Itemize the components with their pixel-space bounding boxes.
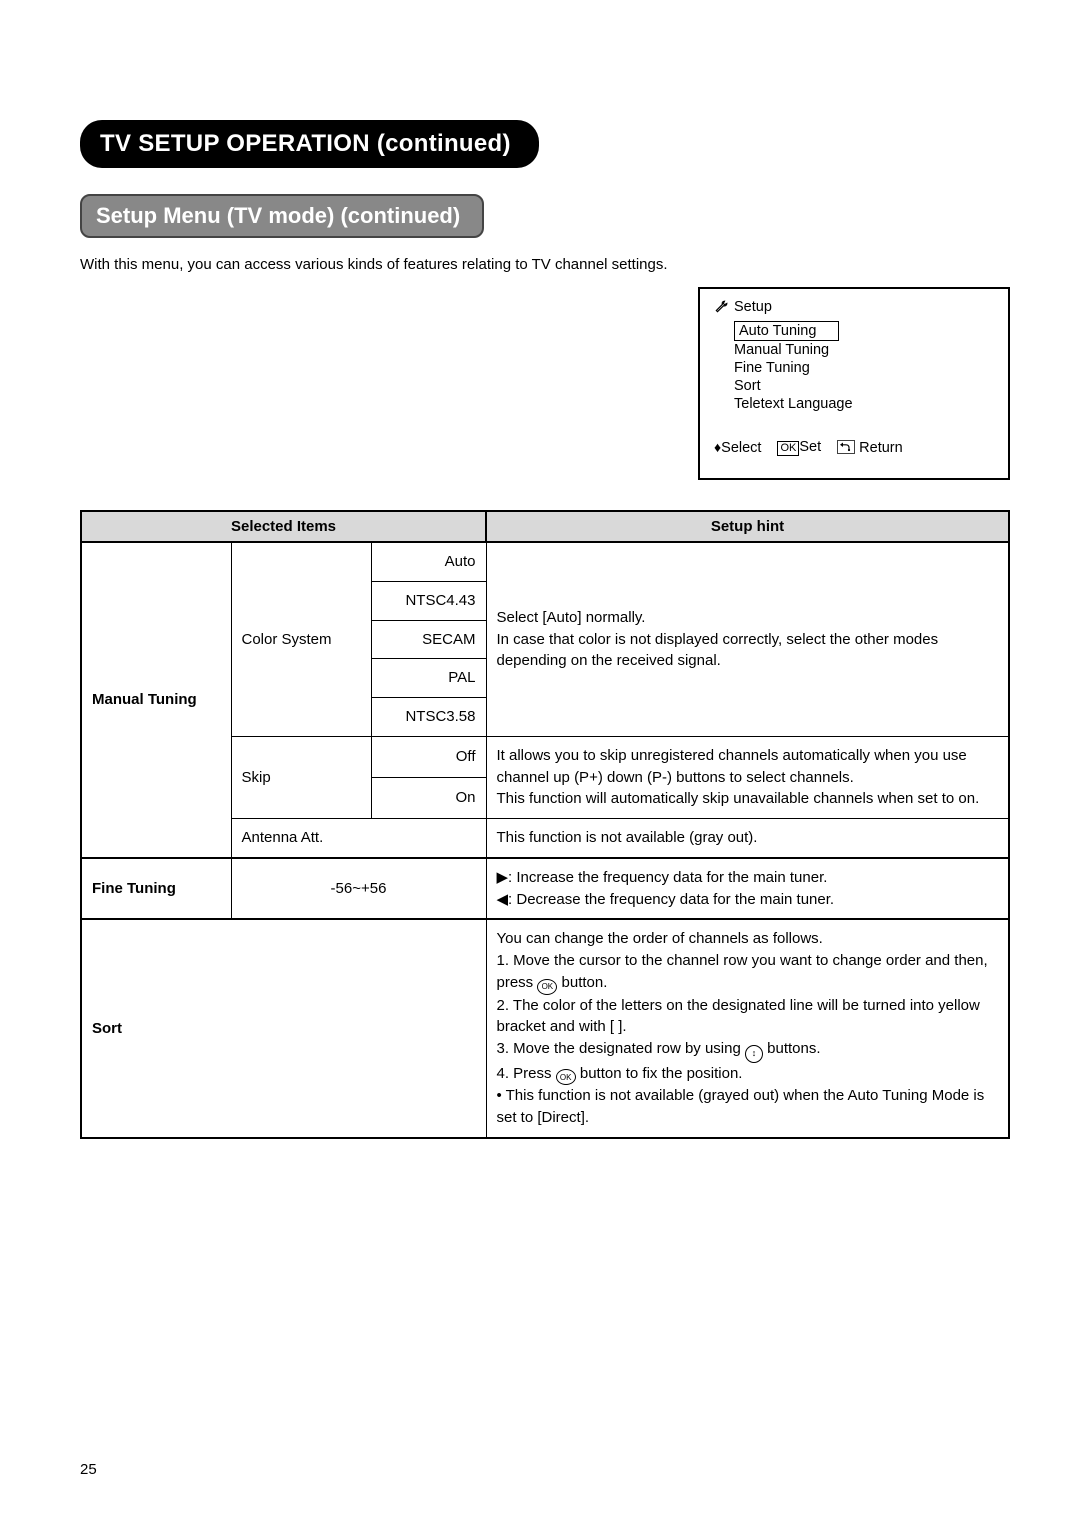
ok-box-icon: OK	[777, 441, 799, 455]
osd-return-label: Return	[859, 440, 903, 456]
cell-cs-ntsc358: NTSC3.58	[371, 698, 486, 737]
settings-table: Selected Items Setup hint Manual Tuning …	[80, 510, 1010, 1139]
direction-circle-icon: ↕	[745, 1045, 763, 1063]
cell-sort-hint: You can change the order of channels as …	[486, 919, 1009, 1138]
subsection-title-pill: Setup Menu (TV mode) (continued)	[80, 194, 484, 238]
cell-skip-hint: It allows you to skip unregistered chann…	[486, 736, 1009, 818]
osd-menu-list: Auto Tuning Manual Tuning Fine Tuning So…	[734, 321, 994, 413]
osd-item-fine-tuning[interactable]: Fine Tuning	[734, 359, 994, 377]
cell-fine-range: -56~+56	[231, 858, 486, 920]
cell-fine-tuning: Fine Tuning	[81, 858, 231, 920]
cell-skip-off: Off	[371, 736, 486, 777]
cell-cs-ntsc443: NTSC4.43	[371, 581, 486, 620]
cell-antenna-hint: This function is not available (gray out…	[486, 819, 1009, 858]
ok-circle-icon: OK	[537, 979, 557, 995]
section-title-pill: TV SETUP OPERATION (continued)	[80, 120, 539, 168]
cell-cs-pal: PAL	[371, 659, 486, 698]
cell-color-system: Color System	[231, 542, 371, 736]
cell-fine-hint: ▶: Increase the frequency data for the m…	[486, 858, 1009, 920]
osd-select-label: Select	[721, 440, 761, 456]
osd-item-teletext-language[interactable]: Teletext Language	[734, 395, 994, 413]
osd-panel: Setup Auto Tuning Manual Tuning Fine Tun…	[698, 287, 1010, 480]
return-icon	[837, 440, 855, 454]
osd-item-sort[interactable]: Sort	[734, 377, 994, 395]
cell-skip: Skip	[231, 736, 371, 818]
cell-cs-auto: Auto	[371, 542, 486, 581]
cell-cs-secam: SECAM	[371, 620, 486, 659]
cell-manual-tuning: Manual Tuning	[81, 542, 231, 858]
ok-circle-icon: OK	[556, 1069, 576, 1085]
page-number: 25	[80, 1461, 97, 1478]
cell-antenna: Antenna Att.	[231, 819, 486, 858]
osd-item-auto-tuning[interactable]: Auto Tuning	[734, 321, 839, 341]
cell-sort: Sort	[81, 919, 486, 1138]
osd-footer: ♦Select OKSet Return	[714, 439, 994, 456]
cell-skip-on: On	[371, 777, 486, 818]
osd-title-text: Setup	[734, 299, 772, 315]
intro-text: With this menu, you can access various k…	[80, 256, 1010, 273]
col-header-hint: Setup hint	[486, 511, 1009, 542]
cell-cs-hint: Select [Auto] normally. In case that col…	[486, 542, 1009, 736]
osd-set-label: Set	[799, 439, 821, 455]
col-header-selected: Selected Items	[81, 511, 486, 542]
osd-item-manual-tuning[interactable]: Manual Tuning	[734, 341, 994, 359]
wrench-icon	[714, 300, 728, 314]
